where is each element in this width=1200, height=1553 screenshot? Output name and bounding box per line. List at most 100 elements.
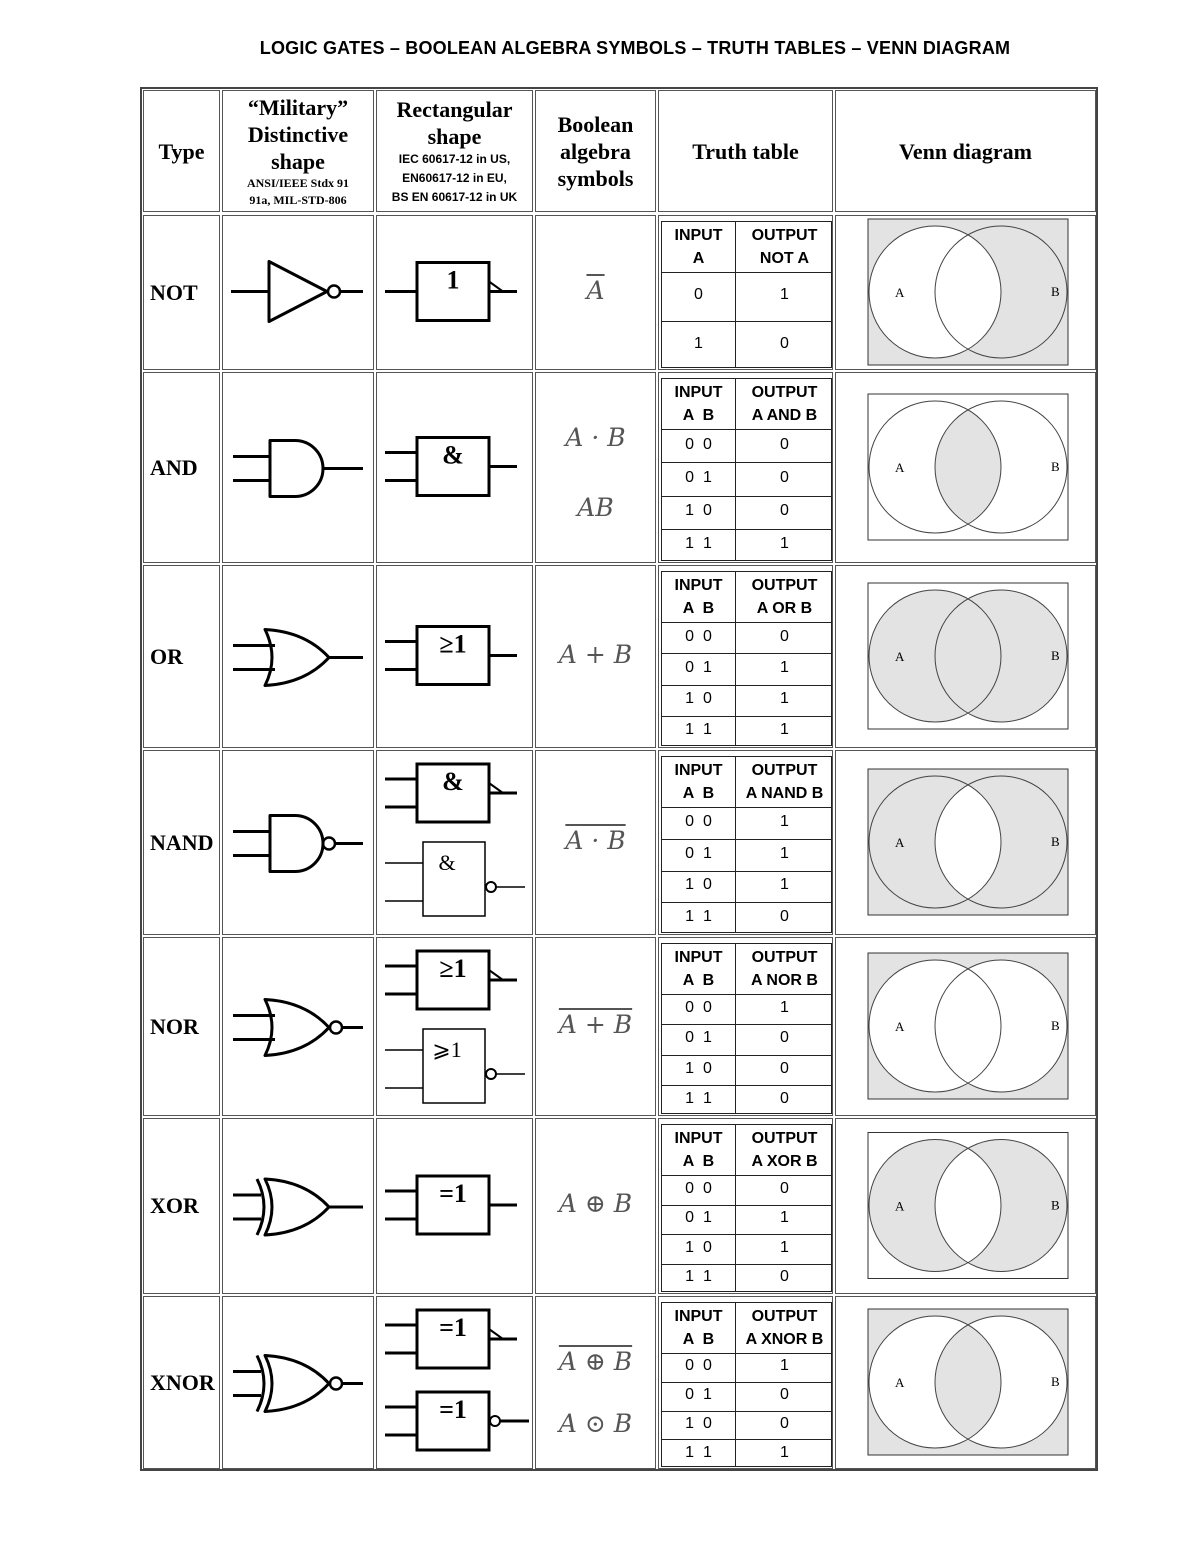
- truth-table-input-header: INPUT A B: [662, 574, 735, 620]
- truth-table-cell: INPUT A B OUTPUT A XOR B 0 0 0 0 1 1 1 0 1 1 1 0: [658, 1118, 833, 1294]
- truth-table-cell: INPUT A OUTPUT NOT A 0 1 1 0: [658, 215, 833, 370]
- venn-circle-a: [868, 589, 1002, 723]
- boolean-cell: A · B: [535, 750, 656, 935]
- venn-circle-a: [868, 959, 1002, 1093]
- xor-gate-icon: [233, 1177, 363, 1237]
- boolean-cell: A + B: [535, 937, 656, 1116]
- rectangular-cell: &: [376, 372, 533, 563]
- truth-table-output-value: 1: [780, 876, 789, 894]
- venn-label-b: B: [1051, 834, 1060, 849]
- truth-table-output-header: OUTPUT A XOR B: [736, 1127, 833, 1173]
- header-boolean: Boolean algebra symbols: [535, 90, 656, 212]
- truth-table-output-value: 0: [780, 334, 789, 352]
- input-header-line2: A B: [682, 407, 715, 424]
- venn-circle-b: [934, 1139, 1068, 1272]
- header-military-line5: 91a, MIL-STD-806: [249, 192, 347, 207]
- type-cell-nand: NAND: [143, 750, 220, 935]
- truth-table-output-value: 0: [780, 1029, 789, 1047]
- type-cell-or: OR: [143, 565, 220, 748]
- military-cell: [222, 1118, 374, 1294]
- header-rect-line1: Rectangular: [396, 96, 513, 122]
- truth-table-input-value: 0 0: [685, 1357, 712, 1375]
- truth-table-input-value: 0 1: [685, 468, 712, 486]
- venn-label-b: B: [1051, 1198, 1060, 1213]
- rect-symbol-iec: &: [385, 762, 517, 824]
- venn-circle-a: [868, 400, 1002, 534]
- truth-table-input-value: 1 1: [685, 1268, 712, 1286]
- truth-table-output-header: OUTPUT A NOR B: [736, 946, 833, 992]
- header-truth-label: Truth table: [692, 138, 799, 164]
- gate-type-label: AND: [150, 454, 198, 480]
- boolean-expression-text: A · B: [565, 825, 626, 855]
- truth-table-input-value: 1 0: [685, 502, 712, 520]
- truth-table-output-value: 1: [780, 844, 789, 862]
- header-rect-line2: shape: [427, 123, 482, 149]
- venn-label-a: A: [895, 460, 905, 475]
- boolean-cell: A: [535, 215, 656, 370]
- header-rect-line4: EN60617-12 in EU,: [402, 170, 507, 185]
- truth-table: INPUT A B OUTPUT A XNOR B 0 0 1 0 1 0 1 0 0 1 1 1: [661, 1302, 832, 1467]
- truth-table-input-value: 0 0: [685, 812, 712, 830]
- truth-table-output-value: 1: [780, 1357, 789, 1375]
- truth-table-input-value: 0 1: [685, 844, 712, 862]
- header-venn-label: Venn diagram: [898, 138, 1033, 164]
- input-header-line2: A B: [682, 1331, 715, 1348]
- venn-circle-b: [934, 775, 1068, 909]
- venn-label-a: A: [895, 285, 905, 300]
- truth-table: INPUT A B OUTPUT A NAND B 0 0 1 0 1 1 1 0 1 1 1 0: [661, 756, 832, 933]
- venn-circle-a: [868, 1139, 1002, 1272]
- truth-table-output-value: 0: [780, 908, 789, 926]
- output-header-line2: A XNOR B: [745, 1331, 824, 1348]
- logic-gates-table: [140, 87, 1098, 1471]
- or-gate-icon: [233, 628, 363, 687]
- header-bool-line1: Boolean: [557, 111, 634, 137]
- military-cell: [222, 215, 374, 370]
- truth-table-output-value: 1: [780, 999, 789, 1017]
- truth-table-input-value: 1 0: [685, 876, 712, 894]
- rect-symbol-label: ≥1: [439, 630, 466, 659]
- truth-table-output-value: 1: [780, 1209, 789, 1227]
- type-cell-xnor: XNOR: [143, 1296, 220, 1469]
- truth-table-input-value: 1 0: [685, 1059, 712, 1077]
- truth-table-input-value: 1 0: [685, 690, 712, 708]
- boolean-cell: A ⊕ B A ⊙ B: [535, 1296, 656, 1469]
- rect-symbol-iec: ≥1: [385, 949, 517, 1011]
- gate-type-label: NOT: [150, 279, 198, 305]
- input-header-line2: A: [692, 250, 705, 267]
- truth-table-input-header: INPUT A B: [662, 1127, 735, 1173]
- venn-label-b: B: [1051, 1374, 1060, 1389]
- truth-table: INPUT A B OUTPUT A AND B 0 0 0 0 1 0 1 0 0 1 1 1: [661, 378, 832, 561]
- truth-table-input-value: 0 0: [685, 627, 712, 645]
- input-header-line2: A B: [682, 785, 715, 802]
- truth-table: INPUT A B OUTPUT A OR B 0 0 0 0 1 1 1 0 1 1 1 1: [661, 571, 832, 746]
- output-header-line2: A NAND B: [745, 785, 824, 802]
- rect-symbol-alt: ⩾1: [385, 1028, 525, 1104]
- header-venn: Venn diagram: [835, 90, 1096, 212]
- rectangular-cell: ≥1: [376, 565, 533, 748]
- boolean-cell: A ⊕ B: [535, 1118, 656, 1294]
- output-header-line1: OUTPUT: [751, 1130, 818, 1147]
- rectangular-cell: ≥1 ⩾1: [376, 937, 533, 1116]
- gate-type-label: NOR: [150, 1013, 199, 1039]
- truth-table-cell: INPUT A B OUTPUT A AND B 0 0 0 0 1 0 1 0 0 1 1 1: [658, 372, 833, 563]
- type-cell-not: NOT: [143, 215, 220, 370]
- boolean-expression-text: A + B: [558, 639, 633, 669]
- military-cell: [222, 1296, 374, 1469]
- military-cell: [222, 937, 374, 1116]
- truth-table-output-header: OUTPUT A AND B: [736, 381, 833, 427]
- truth-table-input-value: 1 1: [685, 535, 712, 553]
- header-truth-table: Truth table: [658, 90, 833, 212]
- gate-type-label: XNOR: [150, 1369, 215, 1395]
- truth-table-input-header: INPUT A B: [662, 946, 735, 992]
- header-rect-line3: IEC 60617-12 in US,: [398, 151, 511, 166]
- truth-table-input-value: 1 1: [685, 908, 712, 926]
- header-military-line1: “Military”: [247, 94, 349, 120]
